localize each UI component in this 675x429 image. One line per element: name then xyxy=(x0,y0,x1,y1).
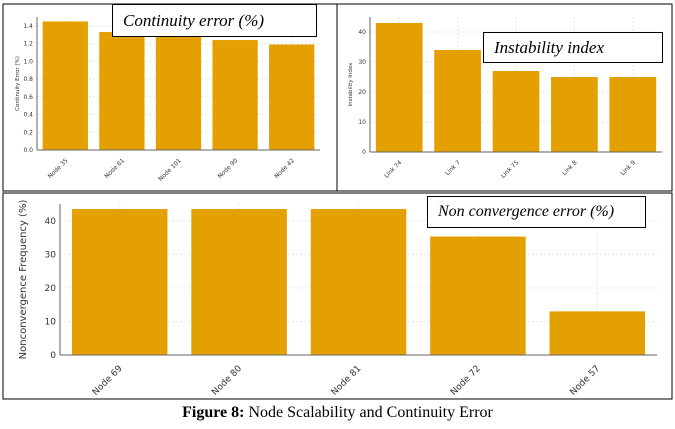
chart-3-title: Non convergence error (%) xyxy=(427,196,646,228)
chart-1-bar xyxy=(269,44,315,151)
chart-1-ylabel: Continuity Error (%) xyxy=(15,56,21,111)
chart-3-xtick: Node 81 xyxy=(330,364,364,398)
chart-1-title: Continuity error (%) xyxy=(112,4,317,37)
chart-1-bar xyxy=(212,40,258,151)
chart-1-ytick: 1.2 xyxy=(23,41,33,48)
caption-label: Figure 8: xyxy=(182,404,245,421)
chart-2-ylabel: Instability Index xyxy=(348,62,354,107)
figure-caption: Figure 8: Node Scalability and Continuit… xyxy=(0,404,675,422)
chart-1-xtick: Node 101 xyxy=(157,157,183,183)
caption-text: Node Scalability and Continuity Error xyxy=(244,404,493,421)
chart-3-ytick: 10 xyxy=(45,317,57,327)
chart-2-xtick: Link 7 xyxy=(444,159,462,177)
chart-2-title: Instability index xyxy=(483,32,663,63)
chart-1-bar xyxy=(99,32,145,150)
chart-2-ytick: 10 xyxy=(358,119,366,126)
chart-3-ytick: 0 xyxy=(50,351,56,361)
chart-2-bar xyxy=(434,50,481,152)
chart-1-ytick: 1.4 xyxy=(23,23,33,30)
chart-3-bar xyxy=(191,209,287,355)
bottom-panel-border xyxy=(2,192,673,400)
chart-2-bar xyxy=(375,23,423,152)
chart-2-ytick: 0 xyxy=(362,149,366,156)
chart-2-ytick: 40 xyxy=(358,29,366,36)
chart-1-ytick: 0.0 xyxy=(23,147,33,154)
chart-3-ytick: 20 xyxy=(45,284,57,294)
chart-3-ylabel: Nonconvergence Frequency (%) xyxy=(18,200,29,360)
chart-1-xtick: Node 35 xyxy=(47,157,70,180)
chart-2-ytick: 20 xyxy=(358,89,366,96)
chart-1-bar xyxy=(42,21,88,150)
chart-2-bar xyxy=(551,77,598,152)
chart-3-bar xyxy=(549,311,646,355)
chart-3-ytick: 40 xyxy=(45,217,57,227)
chart-2-ytick: 30 xyxy=(358,59,366,66)
chart-3-xtick: Node 57 xyxy=(568,364,602,398)
chart-2-bar xyxy=(492,71,540,152)
chart-3-xtick: Node 80 xyxy=(210,364,244,398)
chart-2-xtick: Link 8 xyxy=(561,159,579,177)
chart-1-xtick: Node 90 xyxy=(217,157,240,180)
chart-1-ytick: 0.8 xyxy=(23,76,33,83)
chart-1-bar xyxy=(155,34,202,150)
chart-3-xtick: Node 72 xyxy=(449,364,483,398)
chart-2-xtick: Link 74 xyxy=(383,159,404,180)
chart-3-bar xyxy=(430,236,526,355)
chart-2-xtick: Link 9 xyxy=(619,159,637,177)
chart-3-ytick: 30 xyxy=(45,250,57,260)
chart-1-ytick: 0.2 xyxy=(23,129,33,136)
chart-1-xtick: Node 61 xyxy=(103,157,126,180)
chart-1-ytick: 0.6 xyxy=(23,94,33,101)
chart-1-xtick: Node 42 xyxy=(273,157,296,180)
chart-1-ytick: 0.4 xyxy=(23,112,33,119)
chart-3-xtick: Node 69 xyxy=(91,364,125,398)
chart-1-ytick: 1.0 xyxy=(23,58,33,65)
chart-2-bar xyxy=(609,77,657,152)
chart-3-bar xyxy=(71,209,168,355)
chart-2-xtick: Link 75 xyxy=(500,159,521,180)
chart-3-bar xyxy=(310,209,407,355)
